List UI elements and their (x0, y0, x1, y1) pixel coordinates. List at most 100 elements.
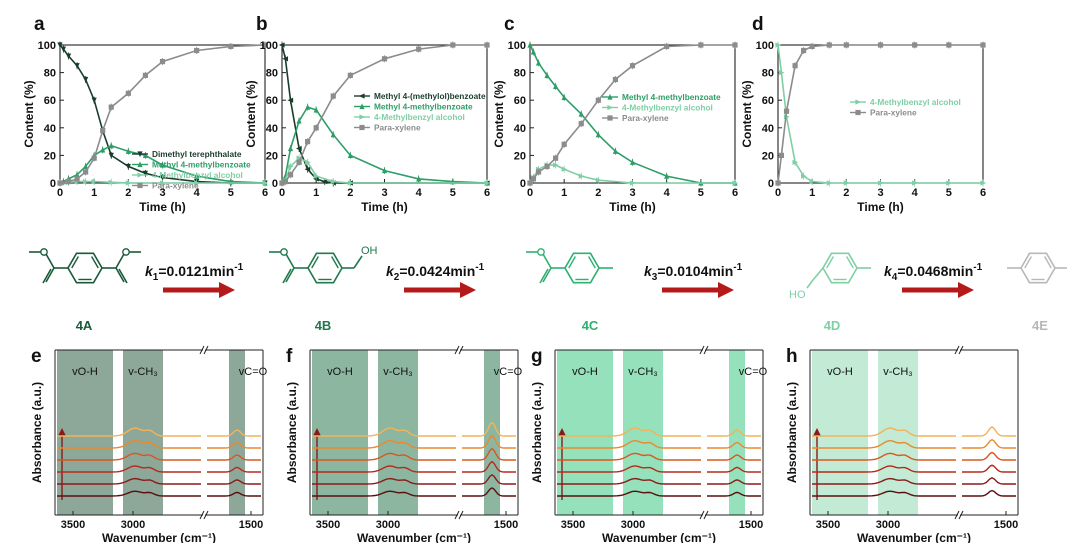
ir-trace (962, 477, 1016, 485)
data-point (296, 159, 302, 165)
time-arrow-head (58, 428, 66, 436)
data-point (142, 72, 149, 78)
band-label: vO-H (572, 366, 598, 378)
data-point (629, 159, 636, 165)
band-shade (557, 350, 613, 515)
ir-trace (312, 465, 456, 473)
benzene-ring (307, 252, 343, 284)
rate-value: =0.0121min (158, 263, 234, 279)
data-point (629, 63, 636, 69)
band-shade (229, 350, 245, 515)
data-point (527, 180, 533, 186)
band-shade (812, 350, 868, 515)
x-tick-label: 3 (629, 187, 635, 199)
y-tick-label: 80 (762, 68, 774, 80)
bond (115, 267, 125, 283)
y-axis-label: Absorbance (a.u.) (285, 382, 299, 483)
x-tick-label: 1 (91, 187, 97, 199)
y-tick-label: 0 (272, 178, 278, 190)
data-point (296, 117, 302, 124)
x-tick-label: 4 (416, 187, 423, 199)
ir-trace (462, 447, 516, 461)
y-tick-label: 60 (44, 95, 56, 107)
compound-label: 4C (582, 318, 599, 333)
legend-label: Methyl 4-methylbenzoate (622, 92, 721, 102)
legend-label: 4-Methylbenzyl alcohol (374, 112, 465, 122)
data-point (578, 121, 584, 127)
data-point (282, 56, 289, 62)
ir-trace (962, 464, 1016, 473)
data-point (783, 108, 790, 114)
x-tick-label: 5 (228, 187, 234, 199)
data-point (100, 127, 106, 134)
y-axis-label: Absorbance (a.u.) (785, 382, 799, 483)
data-point (330, 93, 336, 99)
data-point (809, 179, 816, 185)
band-label: vC=O (494, 366, 523, 378)
data-point (778, 70, 785, 76)
reaction-arrow-head (718, 282, 734, 298)
data-point (450, 42, 456, 48)
data-point (553, 155, 559, 161)
x-tick-label: 4 (194, 187, 201, 199)
x-tick-label: 0 (527, 187, 533, 199)
data-point (792, 63, 798, 69)
x-tick-label: 3500 (816, 519, 840, 531)
series-methyl-4-methylol-benzoate (278, 41, 490, 187)
rate-subscript: 2 (394, 272, 400, 283)
x-axis-label: Time (h) (139, 200, 185, 214)
ir-trace (557, 427, 701, 437)
data-point (83, 169, 89, 175)
ir-trace (812, 477, 956, 485)
axis-break (954, 345, 960, 355)
y-tick-label: 80 (514, 68, 526, 80)
data-point (946, 180, 952, 186)
data-point (125, 148, 131, 154)
data-point (305, 159, 311, 165)
data-point (612, 148, 619, 154)
data-point (57, 42, 63, 49)
data-point (530, 48, 537, 55)
ir-trace (557, 490, 701, 497)
ir-trace (207, 441, 261, 449)
band-label: vO-H (72, 366, 98, 378)
axis-break (958, 510, 964, 520)
x-tick-label: 3000 (621, 519, 645, 531)
hydroxyl-label: OH (361, 245, 378, 257)
rate-symbol: k (644, 263, 653, 279)
bond (539, 268, 549, 284)
y-tick-label: 40 (514, 123, 526, 135)
rate-superscript: -1 (973, 262, 982, 273)
bond (45, 267, 55, 283)
data-point (775, 180, 781, 186)
panel-letter: e (31, 346, 42, 367)
ir-trace (962, 489, 1016, 497)
panel-letter: c (504, 14, 515, 35)
bond (542, 253, 552, 269)
ir-trace (812, 452, 956, 461)
data-point (595, 97, 601, 103)
data-point (561, 94, 567, 101)
data-point (159, 161, 166, 168)
series-line (777, 44, 983, 184)
ir-trace (707, 454, 761, 461)
ir-trace (707, 491, 761, 497)
legend-label: Dimethyl terephthalate (152, 149, 242, 159)
data-point (561, 141, 567, 147)
data-point (664, 43, 670, 49)
ir-trace (462, 473, 516, 485)
compound-4d: HO 4D (789, 252, 871, 333)
data-point (313, 125, 319, 131)
compound-4e: 4E (1007, 252, 1067, 333)
ir-trace (462, 460, 516, 473)
data-point (381, 56, 388, 62)
data-point (664, 173, 670, 179)
compound-label: 4B (315, 318, 332, 333)
axis-break (203, 345, 209, 355)
legend-marker (855, 109, 861, 116)
data-point (912, 42, 918, 48)
